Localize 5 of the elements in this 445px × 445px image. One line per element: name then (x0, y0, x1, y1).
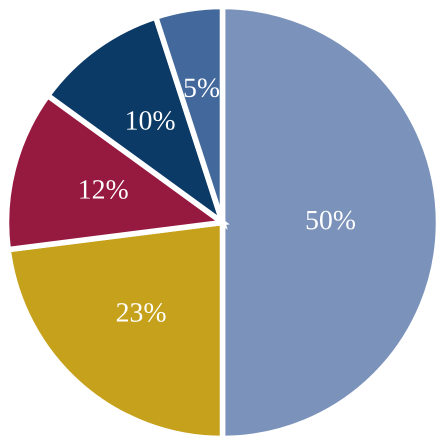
data-label: 50% (306, 210, 356, 230)
data-label: 12% (80, 180, 128, 199)
data-label: 5% (184, 78, 220, 98)
data-label: 10% (127, 111, 175, 130)
data-label: 23% (116, 303, 166, 322)
